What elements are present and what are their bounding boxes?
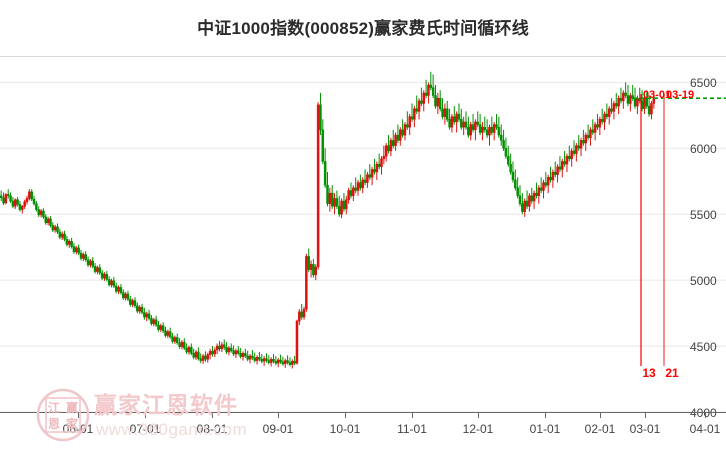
y-axis-tick: 4000	[690, 406, 717, 420]
x-axis-tick: 01-01	[529, 422, 561, 436]
x-axis-tick: 09-01	[262, 422, 294, 436]
x-axis-line	[0, 412, 726, 413]
x-axis-tick: 10-01	[329, 422, 361, 436]
cycle-count-label: 13	[642, 366, 656, 380]
x-axis-tick-mark	[412, 412, 413, 418]
y-axis-tick: 5500	[690, 208, 717, 223]
x-axis-tick: 07-01	[129, 422, 161, 436]
x-axis-tick: 06-01	[62, 422, 94, 436]
x-axis-tick-mark	[278, 412, 279, 418]
svg-text:恩: 恩	[48, 416, 60, 431]
x-axis-tick: 04-01	[689, 422, 721, 436]
x-axis-tick-mark	[345, 412, 346, 418]
x-axis-tick: 02-01	[584, 422, 616, 436]
x-axis-tick-mark	[600, 412, 601, 418]
x-axis-tick-mark	[78, 412, 79, 418]
x-axis-tick-mark	[545, 412, 546, 418]
x-axis-tick-mark	[645, 412, 646, 418]
page-title: 中证1000指数(000852)赢家费氏时间循环线	[197, 19, 529, 38]
cycle-count-label: 21	[665, 366, 679, 380]
y-axis-tick: 6000	[690, 142, 717, 157]
cycle-date-label: 03-01	[643, 89, 672, 101]
x-axis-tick: 03-01	[629, 422, 661, 436]
x-axis-tick: 11-01	[397, 422, 427, 436]
chart-plot-area[interactable]	[0, 56, 726, 412]
x-axis-tick: 08-01	[196, 422, 228, 436]
cycle-date-label: 03-19	[666, 89, 695, 101]
y-axis-tick: 6500	[690, 76, 717, 91]
x-axis-tick-mark	[478, 412, 479, 418]
x-axis-tick-mark	[705, 412, 706, 418]
x-axis-tick: 12-01	[462, 422, 494, 436]
y-axis-tick: 5000	[690, 274, 717, 289]
candle-series	[0, 71, 656, 369]
candlestick-svg	[0, 56, 726, 412]
x-axis-tick-mark	[145, 412, 146, 418]
x-axis-tick-mark	[212, 412, 213, 418]
y-axis-tick: 4500	[690, 340, 717, 355]
